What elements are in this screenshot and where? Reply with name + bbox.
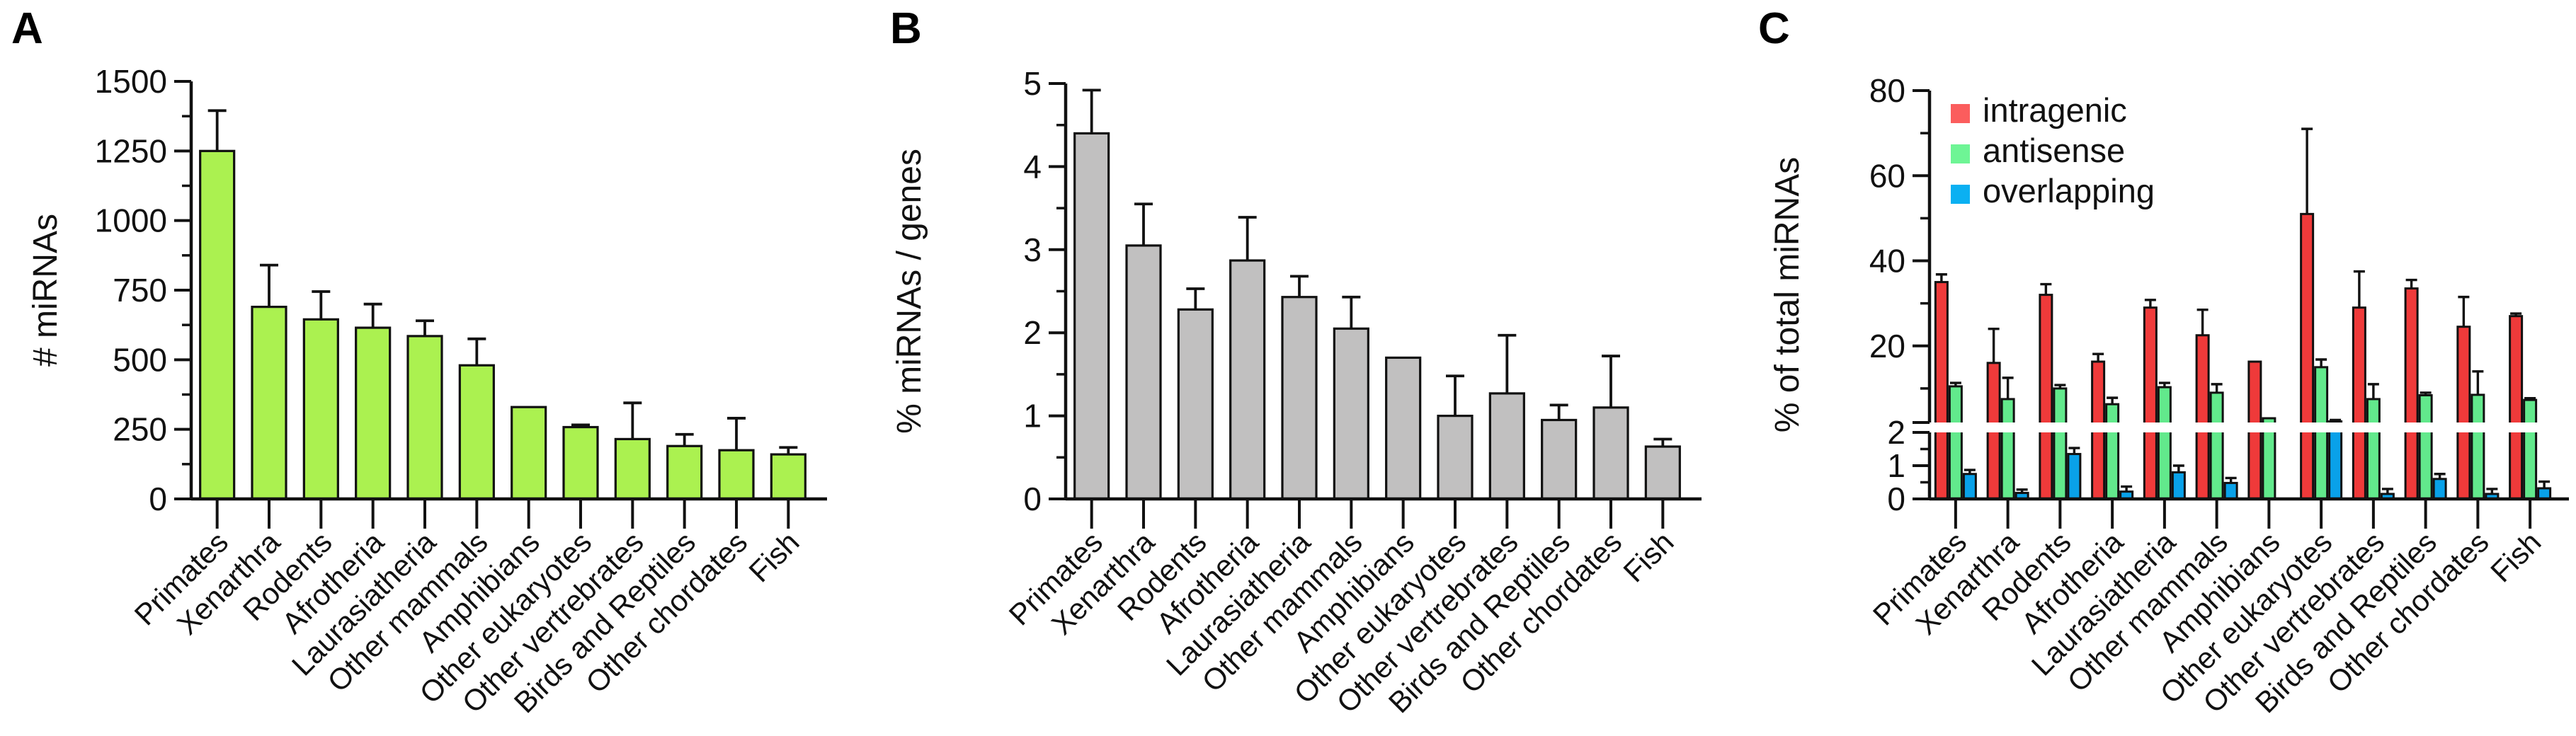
panel-c: C 20 40 60 80 0 1 2 Primates Xenarthra Rodents Afr…	[1738, 0, 2576, 736]
panel-c-letter: C	[1758, 4, 1790, 53]
panel-bar-other-vertrebrates	[1488, 392, 1525, 500]
panel-a-letter: A	[11, 4, 43, 53]
panel-bar-primates	[1073, 132, 1110, 500]
y-tick-label: 4	[1023, 148, 1042, 185]
y-tick-label: 2	[1023, 314, 1042, 351]
panel-bar-other-eukaryotes	[1437, 414, 1474, 500]
panel-bar-birds-and-reptiles	[666, 444, 703, 500]
intragenic-bar-primates	[1934, 281, 1949, 500]
antisense-bar-other-mammals	[2209, 391, 2224, 500]
y-tick-label: 2	[1887, 414, 1905, 451]
intragenic-bar-rodents	[2039, 294, 2053, 500]
intragenic-bar-laurasiatheria	[2143, 306, 2158, 500]
panel-b: B 0 1 2 3 4 5 Primates Xenarthra Rodents Afrother…	[860, 0, 1738, 736]
intragenic-bar-other-eukaryotes	[2300, 212, 2315, 500]
panel-a: A 0 250 500 750 1000 1250 1500 Primates Xenarthr…	[0, 0, 860, 736]
panel-a-chart: 0250500750100012501500PrimatesXenarthraR…	[27, 63, 827, 719]
y-tick-label: 1	[1023, 398, 1042, 435]
y-tick-label: 3	[1023, 231, 1042, 268]
axis-break-gap	[1928, 422, 2570, 432]
y-tick-label: 40	[1869, 243, 1905, 280]
legend-swatch-antisense	[1951, 144, 1970, 163]
y-axis-label: % miRNAs / genes	[891, 149, 928, 434]
panel-bar-laurasiatheria	[406, 335, 443, 500]
panel-bar-fish	[1644, 445, 1681, 500]
panel-bar-birds-and-reptiles	[1541, 418, 1578, 500]
panel-bar-rodents	[302, 318, 339, 500]
panel-bar-other-vertrebrates	[614, 437, 651, 500]
panel-c-chart: 20406080012PrimatesXenarthraRodentsAfrot…	[1769, 72, 2570, 719]
antisense-bar-fish	[2523, 398, 2538, 500]
x-category-label-fish: Fish	[742, 525, 805, 588]
antisense-bar-afrotheria	[2105, 403, 2120, 500]
antisense-bar-primates	[1948, 385, 1963, 500]
legend-label-intragenic: intragenic	[1983, 91, 2127, 129]
antisense-bar-laurasiatheria	[2157, 386, 2172, 500]
y-tick-label: 5	[1023, 65, 1042, 102]
panel-bar-afrotheria	[1229, 259, 1266, 500]
panel-bar-laurasiatheria	[1281, 296, 1318, 500]
y-tick-label: 750	[113, 272, 167, 309]
intragenic-bar-fish	[2509, 315, 2524, 500]
overlapping-bar-other-eukaryotes	[2328, 420, 2343, 500]
y-tick-label: 80	[1869, 72, 1905, 109]
antisense-bar-birds-and-reptiles	[2418, 394, 2433, 500]
intragenic-bar-other-chordates	[2456, 326, 2471, 500]
panel-bar-afrotheria	[355, 326, 392, 500]
panel-bar-other-eukaryotes	[562, 425, 599, 500]
overlapping-bar-laurasiatheria	[2171, 471, 2186, 500]
antisense-bar-rodents	[2053, 387, 2068, 500]
panel-bar-other-chordates	[718, 449, 755, 500]
panel-bar-amphibians	[511, 406, 547, 500]
overlapping-bar-fish	[2537, 487, 2552, 500]
antisense-bar-other-eukaryotes	[2314, 366, 2329, 500]
intragenic-bar-birds-and-reptiles	[2404, 287, 2419, 500]
legend-label-overlapping: overlapping	[1983, 172, 2155, 209]
antisense-bar-other-vertrebrates	[2366, 398, 2381, 500]
panel-bar-rodents	[1177, 308, 1214, 500]
y-tick-label: 250	[113, 411, 167, 448]
y-axis-label: % of total miRNAs	[1769, 157, 1806, 432]
y-tick-label: 20	[1869, 328, 1905, 364]
panel-bar-other-mammals	[1333, 327, 1369, 500]
panel-b-chart: 012345PrimatesXenarthraRodentsAfrotheria…	[891, 65, 1702, 719]
overlapping-bar-birds-and-reptiles	[2432, 478, 2447, 500]
panel-bar-other-chordates	[1592, 406, 1629, 500]
intragenic-bar-other-vertrebrates	[2352, 306, 2366, 500]
y-tick-label: 500	[113, 341, 167, 378]
legend-swatch-overlapping	[1951, 185, 1970, 204]
y-tick-label: 1	[1887, 447, 1905, 484]
x-category-label-fish: Fish	[1617, 525, 1680, 588]
panel-bar-primates	[199, 149, 236, 500]
panel-bar-fish	[770, 453, 807, 500]
overlapping-bar-primates	[1962, 473, 1977, 500]
legend-swatch-intragenic	[1951, 104, 1970, 123]
panel-bar-other-mammals	[458, 364, 495, 500]
overlapping-bar-other-mammals	[2223, 481, 2238, 500]
antisense-bar-other-chordates	[2470, 393, 2485, 500]
y-axis-label: # miRNAs	[27, 214, 64, 367]
y-tick-label: 1500	[95, 63, 167, 100]
y-tick-label: 0	[1887, 481, 1905, 517]
y-tick-label: 60	[1869, 157, 1905, 194]
legend-label-antisense: antisense	[1983, 132, 2125, 169]
panel-b-letter: B	[890, 4, 922, 53]
y-tick-label: 1250	[95, 132, 167, 169]
overlapping-bar-rodents	[2067, 453, 2082, 500]
panel-bar-amphibians	[1385, 356, 1422, 500]
panel-bar-xenarthra	[1125, 244, 1162, 500]
panel-bar-xenarthra	[251, 306, 287, 500]
y-tick-label: 1000	[95, 202, 167, 239]
y-tick-label: 0	[149, 481, 167, 517]
y-tick-label: 0	[1023, 481, 1042, 517]
x-category-label-fish: Fish	[2484, 525, 2547, 588]
intragenic-bar-other-mammals	[2195, 334, 2210, 500]
antisense-bar-xenarthra	[2000, 398, 2015, 500]
